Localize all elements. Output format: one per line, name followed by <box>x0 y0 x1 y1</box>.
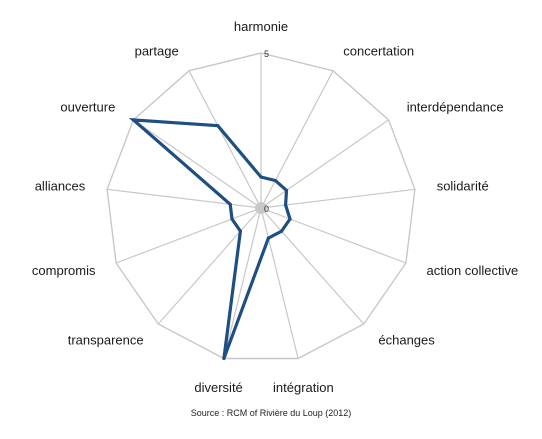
radar-point-action-collective <box>288 217 292 221</box>
category-label-interdépendance: interdépendance <box>407 100 504 115</box>
radar-spoke-7 <box>223 207 262 359</box>
radar-spoke-8 <box>157 207 262 325</box>
radar-point-transparence <box>238 229 242 233</box>
radar-spoke-12 <box>188 70 262 209</box>
radar-spoke-5 <box>260 207 365 325</box>
radar-spoke-10 <box>107 188 262 209</box>
radar-series-layer <box>128 117 292 361</box>
category-label-concertation: concertation <box>343 43 414 58</box>
category-label-action-collective: action collective <box>427 263 519 278</box>
radar-point-intégration <box>266 236 270 240</box>
radar-point-partage <box>216 124 220 128</box>
category-label-solidarité: solidarité <box>437 179 489 194</box>
radar-point-harmonie <box>259 175 263 179</box>
category-label-diversité: diversité <box>194 380 242 395</box>
radar-spoke-4 <box>260 207 407 264</box>
category-label-partage: partage <box>135 43 179 58</box>
category-label-transparence: transparence <box>68 333 144 348</box>
category-label-ouverture: ouverture <box>60 100 115 115</box>
radar-spoke-6 <box>260 207 299 359</box>
radar-point-alliances <box>228 202 232 206</box>
radar-series-0 <box>128 117 292 360</box>
radar-point-interdépendance <box>284 188 289 192</box>
radar-point-diversité <box>222 356 226 361</box>
radar-grid <box>106 52 416 360</box>
radar-point-ouverture <box>131 118 135 122</box>
radar-category-labels: harmonie concertation interdépendance solid… <box>32 19 518 395</box>
radar-point-solidarité <box>284 203 288 207</box>
radar-point-concertation <box>273 179 277 183</box>
radar-spoke-1 <box>260 70 334 209</box>
radar-point-échanges <box>280 229 284 233</box>
radar-spoke-2 <box>260 119 389 209</box>
source-note: Source : RCM of Rivière du Loup (2012) <box>191 408 352 418</box>
category-label-harmonie: harmonie <box>234 19 288 34</box>
radar-tick-labels: 05 <box>264 49 269 214</box>
radar-point-compromis <box>230 217 234 221</box>
category-label-intégration: intégration <box>273 380 334 395</box>
tick-label-0: 0 <box>264 204 269 214</box>
radar-grid-outline <box>106 52 416 360</box>
radar-center <box>255 202 267 214</box>
tick-label-5: 5 <box>264 49 269 59</box>
radar-spoke-11 <box>133 119 262 209</box>
radar-spoke-9 <box>115 207 262 264</box>
radar-center-dot <box>255 202 267 214</box>
category-label-compromis: compromis <box>32 263 96 278</box>
category-label-alliances: alliances <box>35 179 86 194</box>
category-label-échanges: échanges <box>378 333 435 348</box>
